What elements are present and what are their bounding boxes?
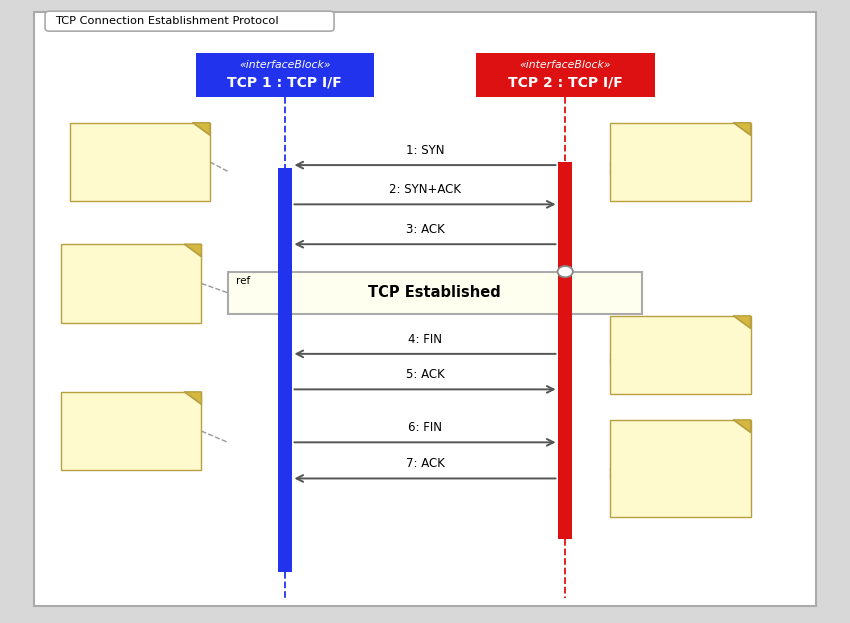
Polygon shape <box>734 316 751 328</box>
Text: TCP Connection Establishment Protocol: TCP Connection Establishment Protocol <box>55 16 279 26</box>
Text: 7: ACK: 7: ACK <box>405 457 445 470</box>
Polygon shape <box>734 123 751 135</box>
Text: TCP 1 : TCP I/F: TCP 1 : TCP I/F <box>227 75 342 90</box>
FancyBboxPatch shape <box>476 53 654 97</box>
FancyBboxPatch shape <box>70 123 210 201</box>
Polygon shape <box>184 244 201 257</box>
Text: «interfaceBlock»: «interfaceBlock» <box>519 60 611 70</box>
FancyBboxPatch shape <box>278 168 292 572</box>
Text: CLOSE()
comes through
TCP Provided I/F: CLOSE() comes through TCP Provided I/F <box>619 336 720 374</box>
Polygon shape <box>734 420 751 432</box>
Text: TCP 2 : TCP I/F: TCP 2 : TCP I/F <box>507 75 622 90</box>
Polygon shape <box>184 392 201 404</box>
Text: CLOSE()
comes through
TCP Provided I/F: CLOSE() comes through TCP Provided I/F <box>70 412 171 450</box>
FancyBboxPatch shape <box>196 53 374 97</box>
Text: 5: ACK: 5: ACK <box>405 368 445 381</box>
FancyBboxPatch shape <box>228 272 642 314</box>
FancyBboxPatch shape <box>610 123 751 201</box>
Text: 1: SYN: 1: SYN <box>405 144 445 157</box>
Text: PASSIVE OPEN()
comes through
TCP Provided I/F: PASSIVE OPEN() comes through TCP Provide… <box>78 143 179 181</box>
Text: Reference to the
interaction for
data exchange.: Reference to the interaction for data ex… <box>70 265 173 302</box>
FancyBboxPatch shape <box>558 162 572 539</box>
FancyBboxPatch shape <box>61 392 201 470</box>
FancyBboxPatch shape <box>45 11 334 31</box>
FancyBboxPatch shape <box>610 420 751 517</box>
Polygon shape <box>193 123 210 135</box>
Text: «interfaceBlock»: «interfaceBlock» <box>239 60 331 70</box>
Text: TIMEOUT
happens
internally to TCP
protocol entity: TIMEOUT happens internally to TCP protoc… <box>619 443 721 494</box>
Text: 2: SYN+ACK: 2: SYN+ACK <box>389 183 461 196</box>
Text: 3: ACK: 3: ACK <box>405 223 445 236</box>
Text: TCP Established: TCP Established <box>368 285 502 300</box>
Text: ACTIVE OPEN()
comes through
TCP Provided I/F: ACTIVE OPEN() comes through TCP Provided… <box>619 143 720 181</box>
Text: 4: FIN: 4: FIN <box>408 333 442 346</box>
Text: ref: ref <box>236 276 251 286</box>
Circle shape <box>558 266 573 277</box>
Text: 6: FIN: 6: FIN <box>408 421 442 434</box>
FancyBboxPatch shape <box>61 244 201 323</box>
FancyBboxPatch shape <box>34 12 816 606</box>
FancyBboxPatch shape <box>610 316 751 394</box>
